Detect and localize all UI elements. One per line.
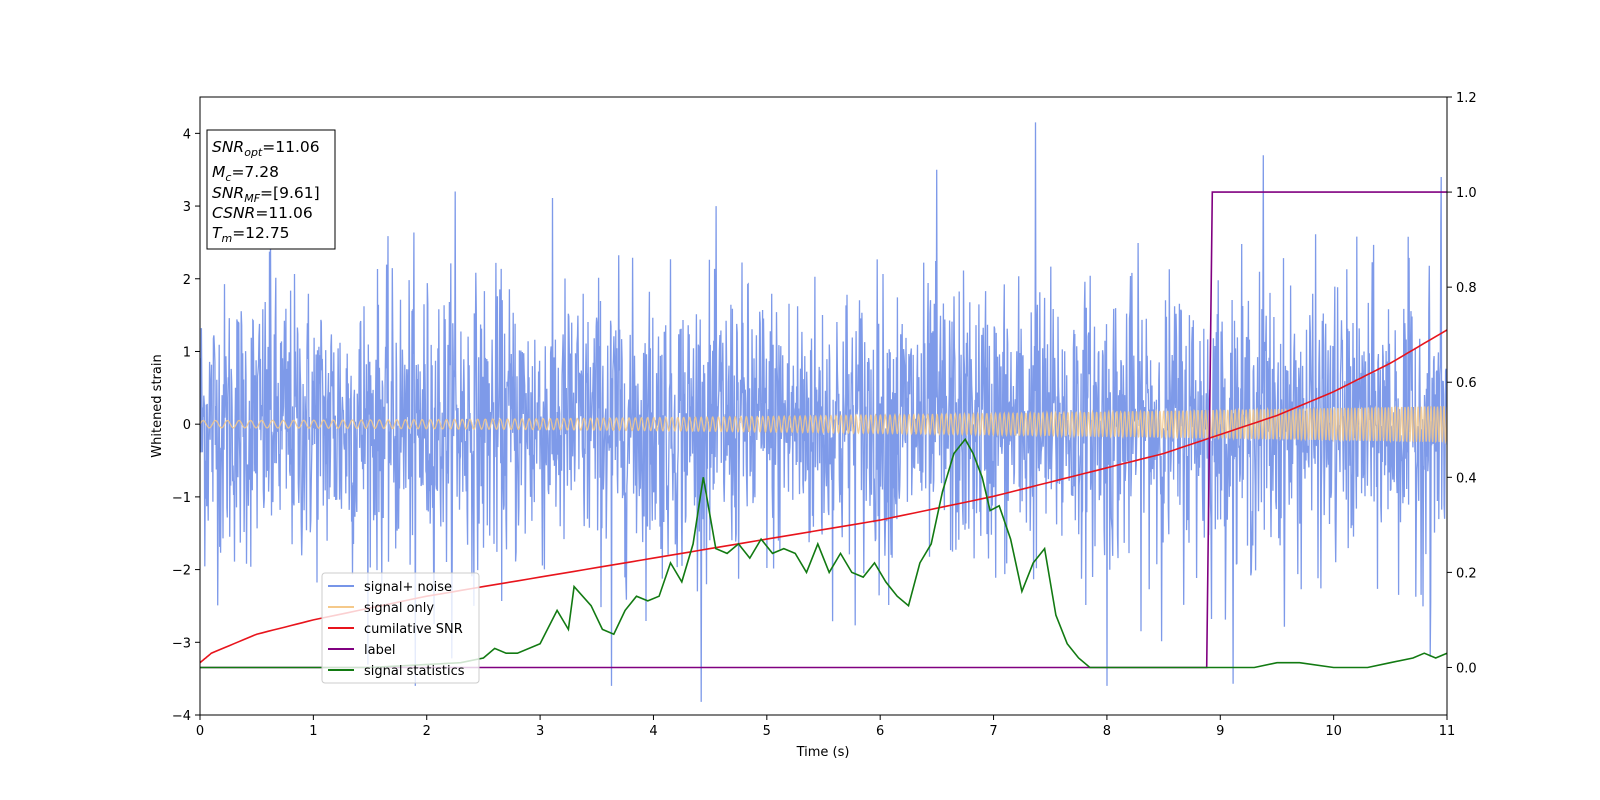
x-tick-label: 8 (1103, 724, 1111, 739)
annotation-var: M (212, 163, 225, 181)
y2-tick-label: 0.8 (1456, 281, 1477, 296)
y2-tick-label: 0.0 (1456, 661, 1477, 676)
plot-frame (199, 96, 1448, 716)
x-tick-label: 2 (423, 724, 431, 739)
series-signal-statistics (200, 437, 1447, 669)
annotation-value: =11.06 (262, 138, 319, 156)
annotation-sub: opt (244, 146, 263, 159)
y-tick-label: 2 (183, 273, 191, 288)
annotation-var: T (212, 224, 223, 242)
series-signal-noise (200, 122, 1447, 702)
annotation-var: SNR (212, 138, 244, 156)
y-tick-label: 4 (183, 127, 191, 142)
y2-tick-label: 1.0 (1456, 186, 1477, 201)
y-tick-label: −1 (172, 491, 191, 506)
y-tick-label: 3 (183, 200, 191, 215)
x-tick-label: 9 (1216, 724, 1224, 739)
series-cumilative-snr (200, 329, 1447, 664)
legend: signal+ noise signal only cumilative SNR la… (321, 572, 480, 684)
annotation-sub: MF (244, 192, 260, 205)
x-tick-label: 0 (196, 724, 204, 739)
annotation-value: =11.06 (255, 204, 312, 222)
y2-tick-label: 0.6 (1456, 376, 1477, 391)
annotation-value: =[9.61] (260, 184, 320, 202)
annotation-sub: c (225, 171, 231, 184)
y-tick-label: −2 (172, 564, 191, 579)
x-tick-label: 11 (1439, 724, 1456, 739)
y-axis-label: Whitened strain (150, 354, 165, 457)
y-tick-label: −3 (172, 636, 191, 651)
annotation-sub: m (221, 232, 232, 245)
y2-tick-label: 1.2 (1456, 91, 1477, 106)
x-tick-label: 7 (989, 724, 997, 739)
annotation-value: =12.75 (232, 224, 289, 242)
legend-entry: signal+ noise (364, 580, 452, 595)
annotation-var: CSNR (212, 204, 255, 222)
y2-tick-label: 0.4 (1456, 471, 1477, 486)
annotation-value: =7.28 (231, 163, 279, 181)
y-tick-label: 0 (183, 418, 191, 433)
legend-entry: label (364, 643, 395, 658)
series-signal-only (200, 405, 1447, 445)
annotation-line: SNRopt=11.06 (212, 138, 320, 159)
annotation-line: SNRMF=[9.61] (212, 184, 320, 205)
legend-entry: signal only (364, 601, 434, 616)
y-tick-label: −4 (172, 709, 191, 724)
x-tick-label: 3 (536, 724, 544, 739)
legend-entry: signal statistics (364, 664, 465, 679)
x-tick-label: 6 (876, 724, 884, 739)
legend-frame (321, 572, 480, 684)
annotation-line: Tm=12.75 (212, 224, 290, 245)
x-tick-label: 4 (649, 724, 657, 739)
legend-entry: cumilative SNR (364, 622, 463, 637)
series-label (200, 191, 1447, 669)
x-tick-label: 10 (1325, 724, 1342, 739)
annotation-line: Mc=7.28 (212, 163, 279, 184)
annotation-frame (206, 129, 336, 250)
x-axis-label: Time (s) (796, 745, 850, 760)
y2-tick-label: 0.2 (1456, 566, 1477, 581)
x-tick-label: 1 (309, 724, 317, 739)
annotation-line: CSNR=11.06 (212, 204, 313, 222)
annotation-var: SNR (212, 184, 244, 202)
x-tick-label: 5 (763, 724, 771, 739)
annotation-box: SNRopt=11.06Mc=7.28SNRMF=[9.61]CSNR=11.0… (206, 129, 336, 250)
y-tick-label: 1 (183, 345, 191, 360)
